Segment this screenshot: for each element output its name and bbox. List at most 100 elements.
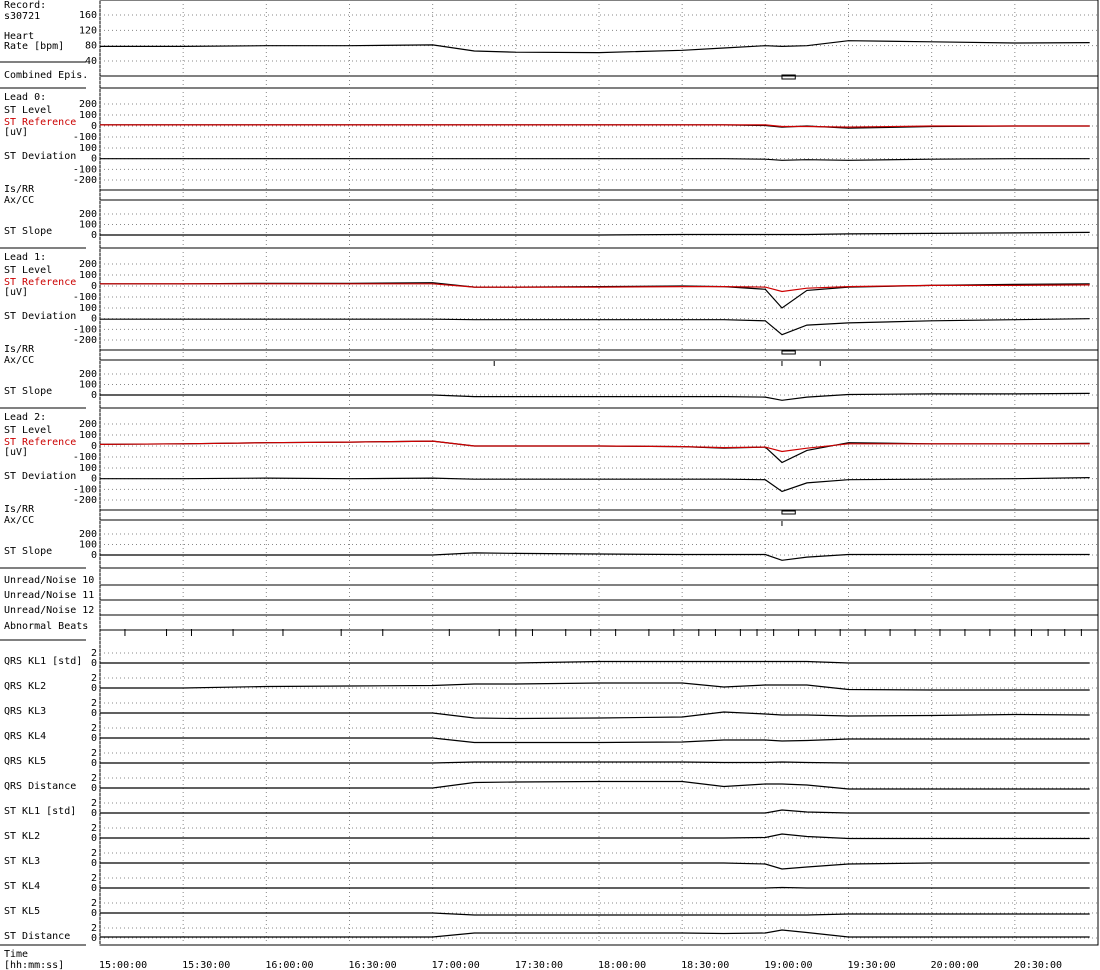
panel-label: Heart	[4, 31, 34, 42]
x-tick-label: 18:00:00	[598, 960, 646, 970]
row-label: Abnormal Beats	[4, 621, 88, 632]
y-tick-label: 2	[91, 698, 97, 709]
unit-label: [uV]	[4, 447, 28, 458]
x-tick-label: 16:00:00	[265, 960, 313, 970]
y-tick-label: 100	[79, 303, 97, 314]
y-tick-label: 2	[91, 898, 97, 909]
y-tick-label: 0	[91, 808, 97, 819]
panel-label: ST Slope	[4, 226, 52, 237]
panel-label: QRS Distance	[4, 781, 76, 792]
row-label: Is/RR	[4, 344, 35, 355]
row-label: Unread/Noise 10	[4, 575, 94, 586]
series-label: ST Level	[4, 265, 52, 276]
y-tick-label: 0	[91, 933, 97, 944]
y-tick-label: 160	[79, 10, 97, 21]
trace	[100, 552, 1090, 561]
series-label: ST Reference	[4, 117, 76, 128]
y-tick-label: 0	[91, 550, 97, 561]
y-tick-label: -100	[73, 292, 97, 303]
event-interval	[781, 74, 796, 80]
panel-label: QRS KL5	[4, 756, 46, 767]
trace	[100, 477, 1090, 493]
y-tick-label: 200	[79, 99, 97, 110]
y-tick-label: -200	[73, 335, 97, 346]
panel-label: ST KL5	[4, 906, 40, 917]
time-label: Time	[4, 949, 28, 960]
panel-label: ST Deviation	[4, 471, 76, 482]
y-tick-label: -100	[73, 452, 97, 463]
panel-label: ST KL4	[4, 881, 40, 892]
panel-label: Rate [bpm]	[4, 41, 64, 52]
x-tick-label: 16:30:00	[349, 960, 397, 970]
y-tick-label: 2	[91, 923, 97, 934]
panel-label: QRS KL4	[4, 731, 46, 742]
y-tick-label: 2	[91, 673, 97, 684]
panel-label: ST Slope	[4, 386, 52, 397]
y-tick-label: 2	[91, 773, 97, 784]
time-unit: [hh:mm:ss]	[4, 960, 64, 970]
x-tick-label: 18:30:00	[681, 960, 729, 970]
y-tick-label: 100	[79, 220, 97, 231]
y-tick-label: 200	[79, 369, 97, 380]
trace	[100, 862, 1090, 870]
panel-label: QRS KL2	[4, 681, 46, 692]
panel-label: ST Slope	[4, 546, 52, 557]
y-tick-label: 100	[79, 143, 97, 154]
y-tick-label: 100	[79, 463, 97, 474]
panel-label: QRS KL1 [std]	[4, 656, 82, 667]
trace	[100, 912, 1090, 916]
y-tick-label: 0	[91, 474, 97, 485]
trace	[100, 833, 1090, 840]
panel-label: ST Distance	[4, 931, 70, 942]
x-tick-label: 20:00:00	[931, 960, 979, 970]
panel-label: ST Deviation	[4, 311, 76, 322]
unit-label: [uV]	[4, 127, 28, 138]
y-tick-label: 100	[79, 430, 97, 441]
trace	[100, 124, 1090, 128]
y-tick-label: 2	[91, 873, 97, 884]
row-label: Ax/CC	[4, 195, 34, 206]
y-tick-label: 0	[91, 281, 97, 292]
panel-label: ST Deviation	[4, 151, 76, 162]
record-label: Record:	[4, 0, 46, 11]
trace	[100, 780, 1090, 790]
y-tick-label: 2	[91, 648, 97, 659]
y-tick-label: 2	[91, 748, 97, 759]
trace	[100, 886, 1090, 889]
x-tick-label: 15:30:00	[182, 960, 230, 970]
row-label: Ax/CC	[4, 355, 34, 366]
y-tick-label: 80	[85, 41, 97, 52]
series-label: ST Level	[4, 105, 52, 116]
unit-label: [uV]	[4, 287, 28, 298]
y-tick-label: 200	[79, 259, 97, 270]
y-tick-label: 0	[91, 390, 97, 401]
x-tick-label: 17:30:00	[515, 960, 563, 970]
trace	[100, 711, 1090, 720]
y-tick-label: 0	[91, 908, 97, 919]
row-label: Unread/Noise 11	[4, 590, 94, 601]
y-tick-label: 0	[91, 833, 97, 844]
trace	[100, 231, 1090, 236]
row-label: Combined Epis.	[4, 70, 88, 81]
y-tick-label: 200	[79, 419, 97, 430]
trace	[100, 682, 1090, 691]
trace	[100, 40, 1090, 54]
row-label: Unread/Noise 12	[4, 605, 94, 616]
y-tick-label: 0	[91, 230, 97, 241]
y-tick-label: 200	[79, 529, 97, 540]
y-tick-label: -200	[73, 175, 97, 186]
panel-label: QRS KL3	[4, 706, 46, 717]
y-tick-label: -100	[73, 164, 97, 175]
y-tick-label: 0	[91, 658, 97, 669]
y-tick-label: -200	[73, 495, 97, 506]
y-tick-label: 100	[79, 270, 97, 281]
y-tick-label: 2	[91, 798, 97, 809]
y-tick-label: 100	[79, 540, 97, 551]
y-tick-label: 0	[91, 708, 97, 719]
y-tick-label: -100	[73, 324, 97, 335]
trace	[99, 440, 1090, 453]
y-tick-label: 2	[91, 723, 97, 734]
y-tick-label: 0	[91, 154, 97, 165]
series-label: ST Level	[4, 425, 52, 436]
trace	[100, 283, 1090, 293]
